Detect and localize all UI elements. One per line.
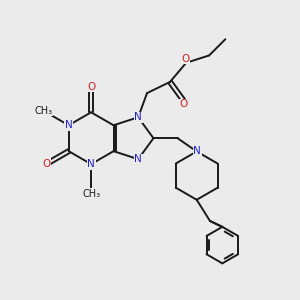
Text: N: N [87, 159, 95, 169]
Text: N: N [65, 120, 73, 130]
Text: N: N [134, 154, 142, 164]
Text: O: O [182, 54, 190, 64]
Text: O: O [180, 99, 188, 109]
Text: N: N [194, 146, 201, 157]
Text: O: O [87, 82, 95, 92]
Text: O: O [42, 159, 51, 169]
Text: N: N [134, 112, 142, 122]
Text: CH₃: CH₃ [82, 189, 100, 199]
Text: CH₃: CH₃ [34, 106, 52, 116]
